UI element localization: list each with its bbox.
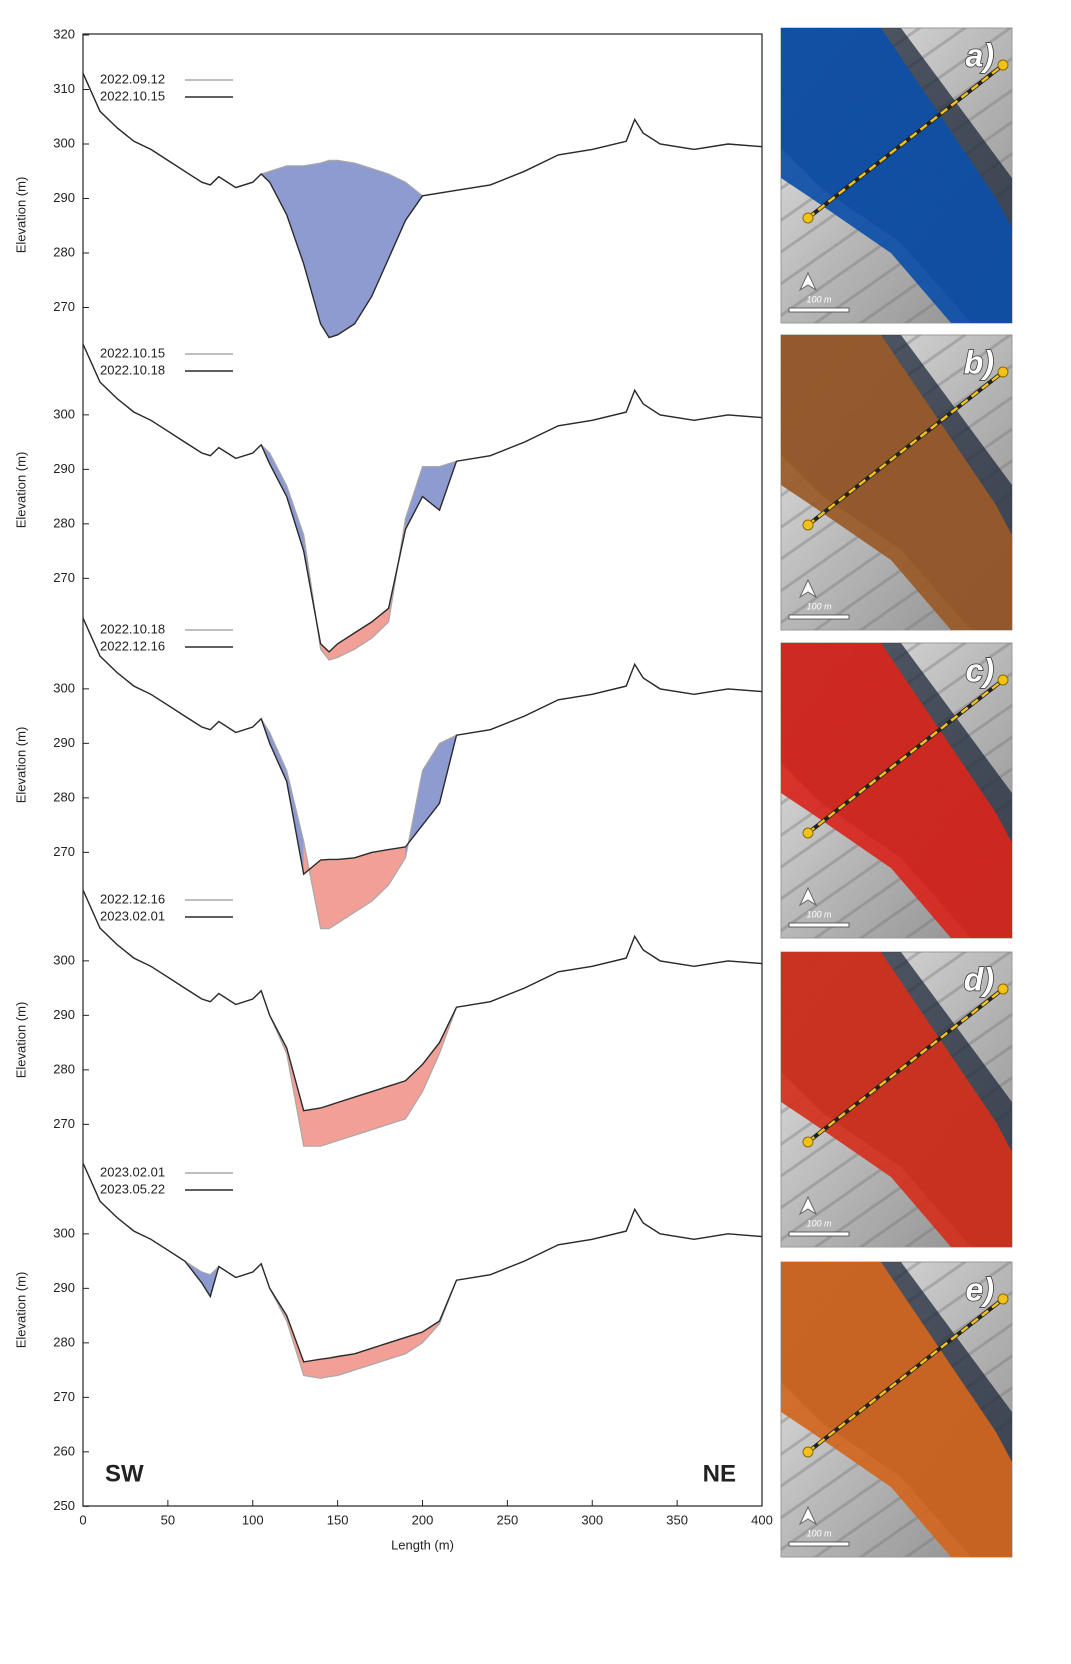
- scale-label: 100 m: [806, 1528, 832, 1538]
- profile-end: [998, 60, 1008, 70]
- y-tick-label: 270: [53, 844, 75, 859]
- y-tick-label: 280: [53, 1061, 75, 1076]
- scale-bar: [789, 1542, 849, 1546]
- profile-end: [803, 1447, 813, 1457]
- y-axis-label: Elevation (m): [13, 177, 28, 254]
- x-tick-label: 200: [412, 1512, 434, 1527]
- difference-area: [329, 1356, 337, 1376]
- panel-label: b): [964, 344, 994, 380]
- legend-label: 2023.02.01: [100, 908, 165, 923]
- y-tick-label: 320: [53, 26, 75, 41]
- legend-label: 2022.10.15: [100, 88, 165, 103]
- map-panel: a) 100 m: [781, 28, 1012, 323]
- x-tick-label: 100: [242, 1512, 264, 1527]
- y-tick-label: 300: [53, 1225, 75, 1240]
- legend-label: 2022.10.15: [100, 345, 165, 360]
- difference-area: [321, 1358, 329, 1378]
- y-tick-label: 290: [53, 735, 75, 750]
- difference-area: [329, 859, 337, 928]
- y-tick-label: 290: [53, 1007, 75, 1022]
- difference-area: [355, 1092, 372, 1136]
- scale-bar: [789, 1232, 849, 1236]
- y-tick-label: 300: [53, 135, 75, 150]
- figure: 270 280 290 300 310 320 Elevation (m) 2022.09.1…: [0, 0, 1071, 1659]
- x-tick-label: 50: [161, 1512, 175, 1527]
- y-tick-label: 290: [53, 1280, 75, 1295]
- legend-label: 2022.12.16: [100, 891, 165, 906]
- y-tick-label: 300: [53, 952, 75, 967]
- map-panel: c) 100 m: [781, 643, 1012, 938]
- legend-label: 2022.10.18: [100, 362, 165, 377]
- difference-area: [321, 1105, 329, 1146]
- panel-label: e): [966, 1271, 994, 1307]
- y-tick-label: 260: [53, 1443, 75, 1458]
- y-axis-label: Elevation (m): [13, 1002, 28, 1079]
- x-tick-label: 300: [581, 1512, 603, 1527]
- panel-label: d): [964, 961, 994, 997]
- y-tick-label: 280: [53, 1334, 75, 1349]
- scale-bar: [789, 615, 849, 619]
- panel-label: c): [966, 652, 994, 688]
- legend-label: 2022.10.18: [100, 621, 165, 636]
- difference-area: [389, 1081, 406, 1125]
- profile-end: [803, 213, 813, 223]
- y-tick-label: 250: [53, 1498, 75, 1513]
- y-axis-label: Elevation (m): [13, 1272, 28, 1349]
- scale-label: 100 m: [806, 1218, 832, 1228]
- map-panel: b) 100 m: [781, 335, 1012, 630]
- x-tick-label: 250: [497, 1512, 519, 1527]
- profile-end: [998, 1294, 1008, 1304]
- difference-area: [329, 160, 337, 337]
- direction-label: NE: [703, 1460, 736, 1487]
- difference-area: [338, 1097, 355, 1141]
- y-tick-label: 290: [53, 190, 75, 205]
- scale-label: 100 m: [806, 601, 832, 611]
- legend-label: 2023.05.22: [100, 1181, 165, 1196]
- difference-area: [338, 160, 355, 334]
- y-tick-label: 300: [53, 406, 75, 421]
- profile-end: [803, 828, 813, 838]
- difference-area: [321, 859, 329, 928]
- y-axis-label: Elevation (m): [13, 727, 28, 804]
- y-tick-label: 270: [53, 1116, 75, 1131]
- profile-end: [803, 1137, 813, 1147]
- profile-end: [803, 520, 813, 530]
- y-tick-label: 270: [53, 299, 75, 314]
- y-axis-label: Elevation (m): [13, 452, 28, 529]
- scale-bar: [789, 923, 849, 927]
- scale-bar: [789, 308, 849, 312]
- x-axis-label: Length (m): [391, 1537, 454, 1552]
- legend-label: 2022.12.16: [100, 638, 165, 653]
- y-tick-label: 290: [53, 461, 75, 476]
- y-tick-label: 310: [53, 81, 75, 96]
- y-tick-label: 300: [53, 680, 75, 695]
- x-tick-label: 0: [79, 1512, 86, 1527]
- x-tick-label: 350: [666, 1512, 688, 1527]
- scale-label: 100 m: [806, 294, 832, 304]
- scale-label: 100 m: [806, 909, 832, 919]
- panel-label: a): [966, 37, 994, 73]
- profile-end: [998, 984, 1008, 994]
- map-panel: d) 100 m: [781, 952, 1012, 1247]
- y-tick-label: 270: [53, 570, 75, 585]
- direction-label: SW: [105, 1460, 144, 1487]
- map-panel: e) 100 m: [781, 1262, 1012, 1557]
- profile-end: [998, 367, 1008, 377]
- y-tick-label: 270: [53, 1389, 75, 1404]
- x-tick-label: 150: [327, 1512, 349, 1527]
- legend-label: 2023.02.01: [100, 1164, 165, 1179]
- difference-area: [372, 1086, 389, 1130]
- y-tick-label: 280: [53, 515, 75, 530]
- legend-label: 2022.09.12: [100, 71, 165, 86]
- y-tick-label: 280: [53, 244, 75, 259]
- x-tick-label: 400: [751, 1512, 773, 1527]
- difference-area: [304, 1108, 321, 1146]
- difference-area: [321, 160, 329, 337]
- page: 270 280 290 300 310 320 Elevation (m) 2022.09.1…: [0, 0, 1071, 1664]
- y-tick-label: 280: [53, 789, 75, 804]
- profile-end: [998, 675, 1008, 685]
- difference-area: [329, 1103, 337, 1144]
